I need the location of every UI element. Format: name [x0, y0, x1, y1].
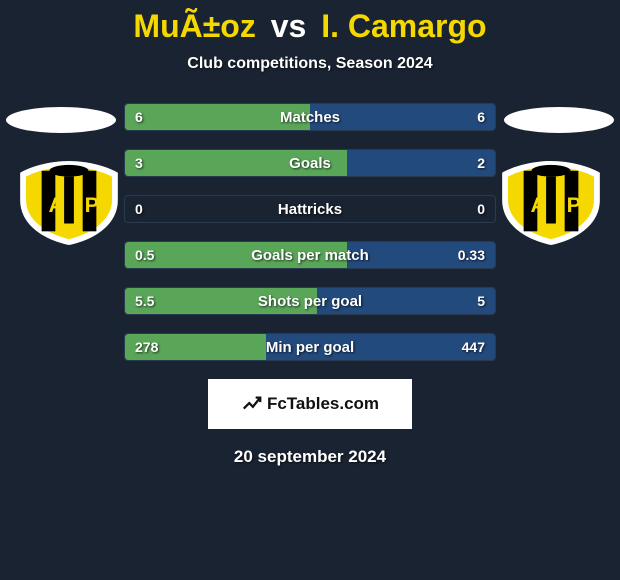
brand-box: FcTables.com	[208, 379, 412, 429]
bar-fill-right	[347, 242, 495, 268]
bar-fill-left	[125, 288, 317, 314]
player2-name: I. Camargo	[321, 8, 486, 44]
team-logo-right: A P	[502, 161, 600, 245]
bar-fill-right	[310, 104, 495, 130]
spotlight-right	[504, 107, 614, 133]
bar-fill-right	[347, 150, 495, 176]
team-logo-left: A P	[20, 161, 118, 245]
date-text: 20 september 2024	[0, 447, 620, 467]
bar-fill-left	[125, 150, 347, 176]
subtitle: Club competitions, Season 2024	[0, 55, 620, 73]
bar-fill-left	[125, 334, 266, 360]
chart-icon	[241, 393, 263, 415]
logo-letter-a: A	[530, 193, 546, 217]
title-vs: vs	[271, 8, 307, 44]
stat-row: 32Goals	[124, 149, 496, 177]
stat-row: 0.50.33Goals per match	[124, 241, 496, 269]
stat-value-left: 0	[125, 196, 153, 222]
stat-label: Hattricks	[125, 196, 495, 222]
stat-bars: 66Matches 32Goals 0 0Hattricks 0.50.33Goals …	[124, 103, 496, 361]
bar-fill-left	[125, 242, 347, 268]
bar-fill-right	[317, 288, 495, 314]
comparison-stage: A P A P 66Matches 32Goals 0 0Hattricks 0.50.…	[0, 103, 620, 467]
bar-fill-left	[125, 104, 310, 130]
logo-letter-p: P	[85, 193, 99, 217]
stat-row: 0 0Hattricks	[124, 195, 496, 223]
spotlight-left	[6, 107, 116, 133]
bar-fill-right	[266, 334, 495, 360]
stat-value-right: 0	[467, 196, 495, 222]
logo-letter-p: P	[567, 193, 581, 217]
brand-label: FcTables.com	[267, 394, 379, 414]
stat-row: 66Matches	[124, 103, 496, 131]
stat-row: 278447Min per goal	[124, 333, 496, 361]
comparison-title: MuÃ±oz vs I. Camargo	[0, 0, 620, 45]
player1-name: MuÃ±oz	[133, 8, 255, 44]
stat-row: 5.55Shots per goal	[124, 287, 496, 315]
logo-letter-a: A	[48, 193, 64, 217]
